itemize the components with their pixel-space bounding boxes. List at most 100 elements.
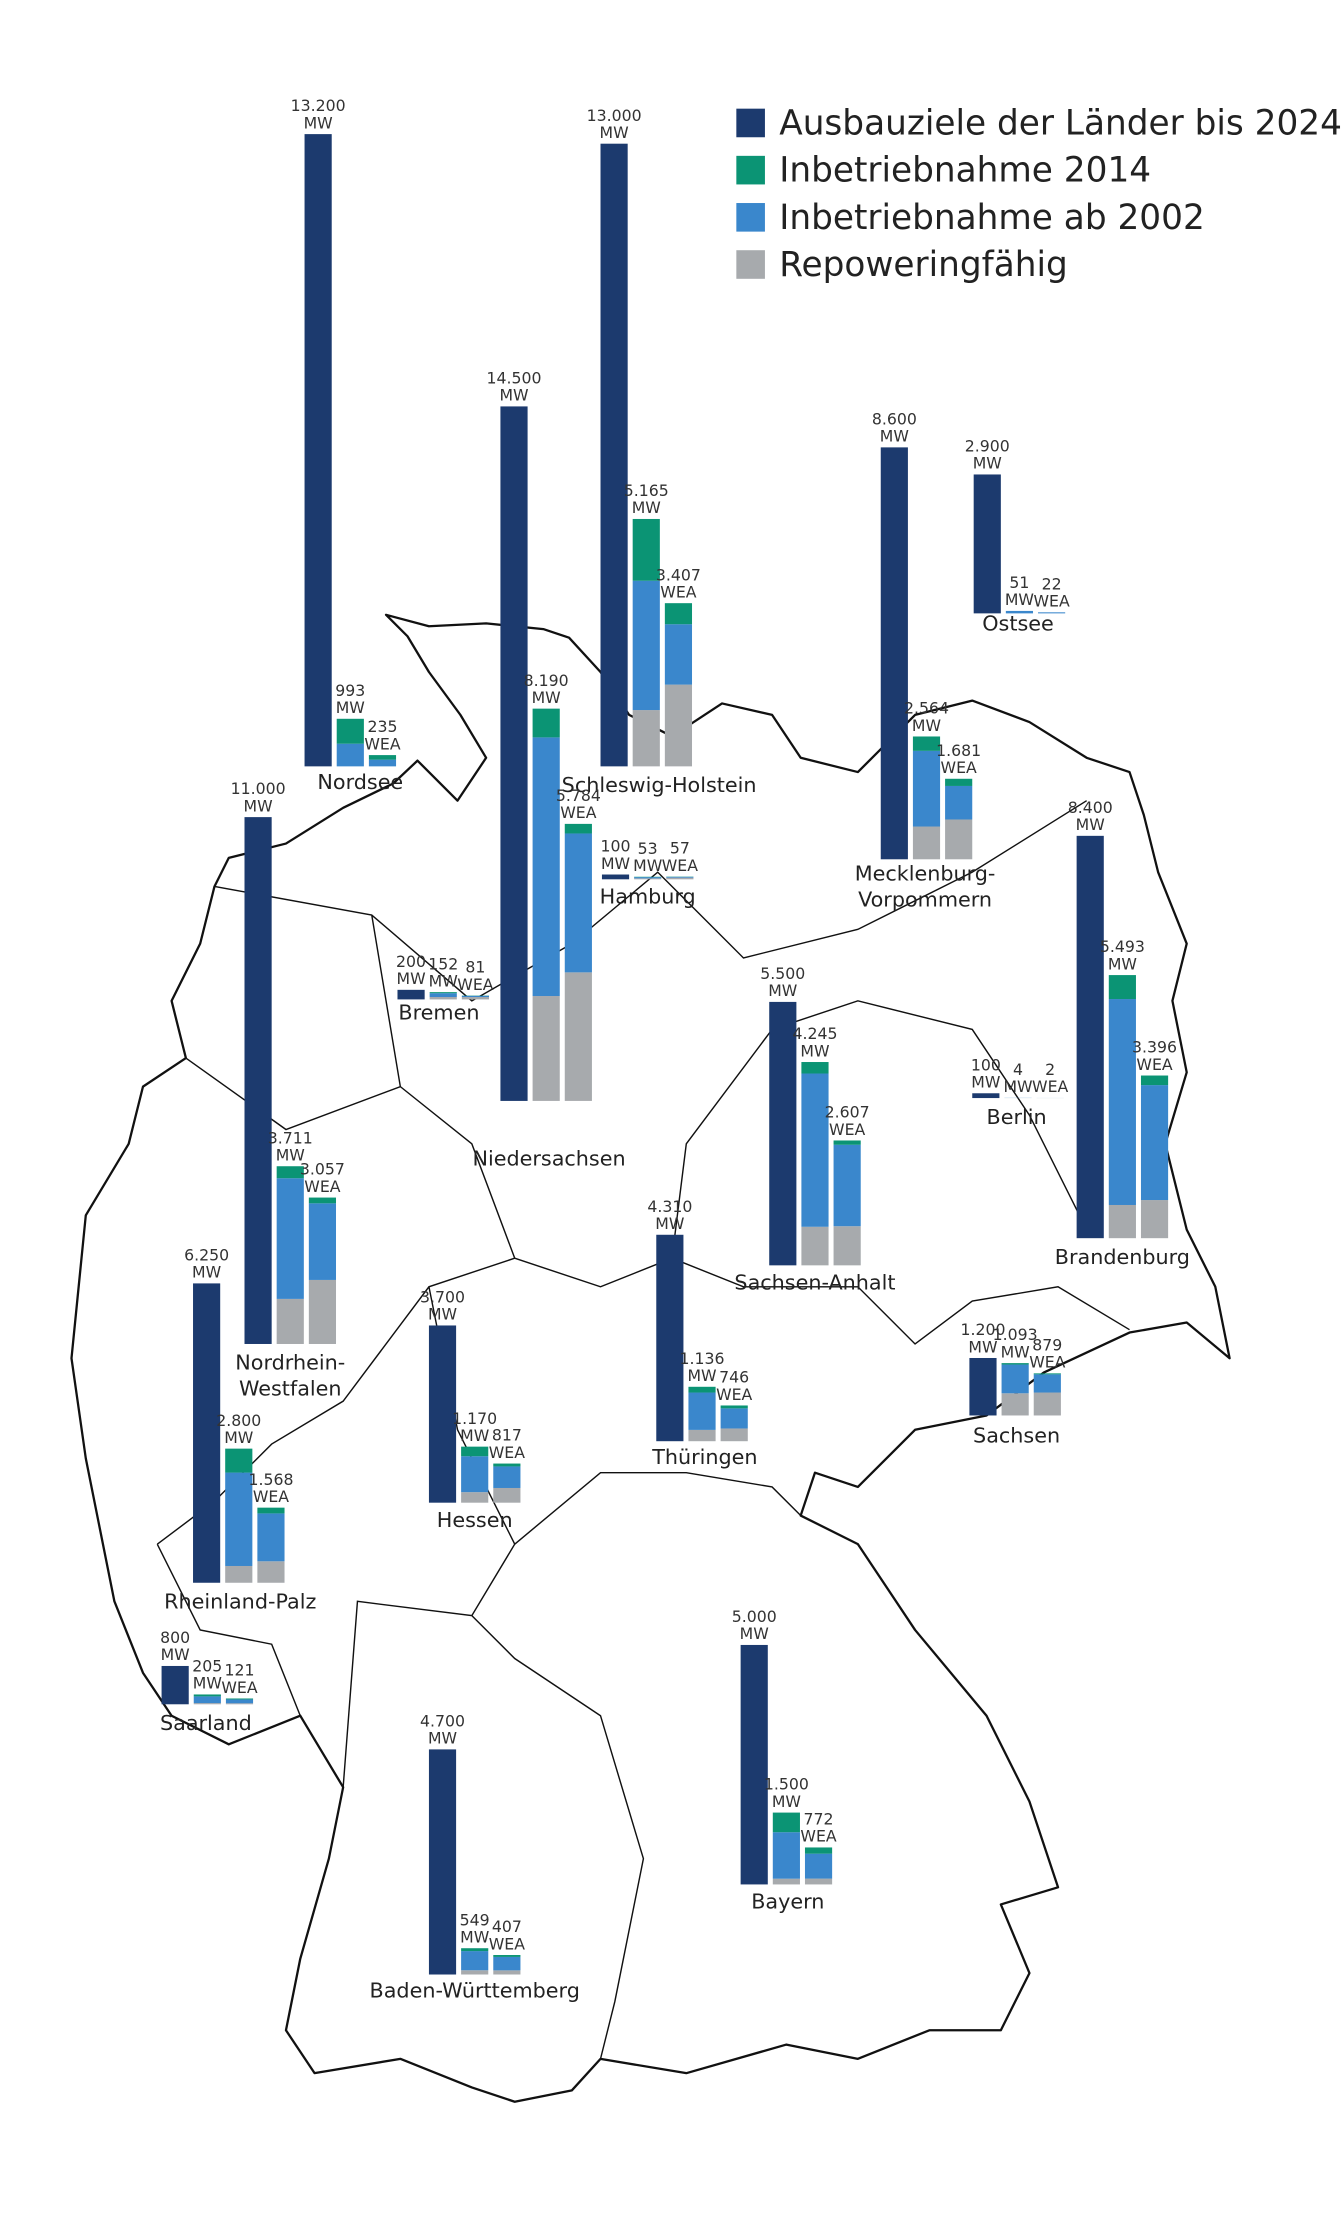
unit-label: MW	[304, 113, 334, 132]
mw-segment	[1001, 1364, 1029, 1394]
mw-segment	[193, 1694, 221, 1697]
wea-segment	[666, 877, 694, 880]
region-name: Mecklenburg-	[855, 862, 996, 886]
wea-segment	[833, 1226, 861, 1266]
unit-label: MW	[244, 796, 274, 815]
unit-label: MW	[1076, 815, 1106, 834]
wea-segment	[257, 1513, 285, 1562]
mw-segment	[634, 877, 662, 879]
unit-label: MW	[600, 123, 630, 142]
value-label: 407	[492, 1917, 522, 1936]
unit-label: MW	[499, 386, 529, 405]
value-label: 22	[1042, 574, 1062, 593]
legend-label: Inbetriebnahme ab 2002	[779, 198, 1205, 238]
value-label: 993	[335, 681, 365, 700]
target-bar	[193, 1283, 221, 1583]
region-name: Thüringen	[651, 1445, 757, 1469]
target-bar	[656, 1234, 684, 1442]
wea-segment	[225, 1703, 254, 1705]
wea-segment	[368, 759, 397, 767]
unit-label: WEA	[829, 1120, 865, 1139]
unit-label: MW	[428, 1305, 458, 1324]
mw-segment	[193, 1703, 221, 1705]
unit-label: MW	[460, 1927, 490, 1946]
unit-label: WEA	[489, 1934, 525, 1953]
value-label: 4.310	[647, 1197, 692, 1216]
wea-segment	[225, 1698, 254, 1700]
mw-segment	[429, 993, 457, 998]
wea-segment	[368, 755, 397, 760]
region-name: Sachsen	[973, 1424, 1060, 1448]
mw-segment	[912, 750, 941, 827]
legend-swatch	[736, 155, 765, 185]
value-label: 5.493	[1100, 937, 1145, 956]
wea-segment	[945, 785, 973, 820]
target-bar	[972, 1093, 1000, 1099]
target-bar	[973, 474, 1001, 614]
mw-segment	[1108, 999, 1136, 1205]
mw-segment	[772, 1812, 800, 1833]
unit-label: MW	[880, 427, 910, 446]
wea-segment	[1033, 1374, 1061, 1393]
unit-label: MW	[687, 1366, 717, 1385]
value-label: 3.057	[300, 1160, 345, 1179]
unit-label: WEA	[716, 1385, 752, 1404]
value-label: 51	[1009, 573, 1029, 592]
mw-segment	[461, 1970, 489, 1975]
region-name: Niedersachsen	[472, 1146, 625, 1170]
target-bar	[244, 817, 272, 1344]
value-label: 3.407	[656, 565, 701, 584]
unit-label: MW	[193, 1674, 223, 1693]
mw-segment	[801, 1062, 829, 1074]
legend-swatch	[736, 203, 765, 232]
value-label: 13.000	[587, 106, 642, 125]
wea-segment	[945, 778, 973, 786]
value-label: 879	[1032, 1335, 1062, 1354]
unit-label: WEA	[941, 758, 977, 777]
region-name: Hamburg	[600, 885, 696, 909]
unit-label: MW	[460, 1426, 490, 1445]
wea-segment	[257, 1507, 285, 1514]
value-label: 3.700	[420, 1288, 465, 1307]
mw-segment	[276, 1166, 304, 1179]
mw-segment	[193, 1696, 221, 1704]
region-name: Brandenburg	[1055, 1245, 1190, 1269]
mw-segment	[801, 1226, 829, 1266]
legend-swatch	[736, 108, 765, 138]
value-label: 4.245	[792, 1024, 837, 1043]
value-label: 4.700	[420, 1712, 465, 1731]
value-label: 100	[601, 837, 631, 856]
mw-segment	[632, 518, 660, 581]
wea-segment	[493, 1955, 521, 1957]
target-bar	[500, 406, 528, 1101]
wea-segment	[1033, 1373, 1061, 1375]
unit-label: MW	[633, 856, 663, 875]
unit-label: MW	[1001, 1342, 1031, 1361]
mw-segment	[429, 992, 457, 994]
value-label: 2.607	[825, 1103, 870, 1122]
value-label: 13.200	[291, 96, 346, 115]
value-label: 205	[192, 1657, 222, 1676]
mw-segment	[801, 1073, 829, 1227]
unit-label: MW	[192, 1263, 222, 1282]
wea-segment	[945, 819, 973, 860]
mw-segment	[1001, 1393, 1029, 1416]
wea-segment	[664, 684, 693, 767]
wea-segment	[225, 1699, 254, 1704]
wea-segment	[833, 1144, 861, 1227]
target-bar	[304, 134, 332, 767]
target-bar	[740, 1644, 768, 1885]
wea-segment	[833, 1140, 861, 1145]
wea-segment	[493, 1463, 521, 1467]
unit-label: MW	[768, 981, 798, 1000]
region-name: Bremen	[398, 1000, 479, 1024]
target-bar	[769, 1001, 797, 1266]
mw-segment	[461, 1492, 489, 1503]
region-name: Nordsee	[317, 770, 403, 794]
target-bar	[1076, 835, 1104, 1239]
value-label: 11.000	[231, 779, 286, 798]
wea-segment	[564, 833, 592, 973]
unit-label: WEA	[304, 1177, 340, 1196]
